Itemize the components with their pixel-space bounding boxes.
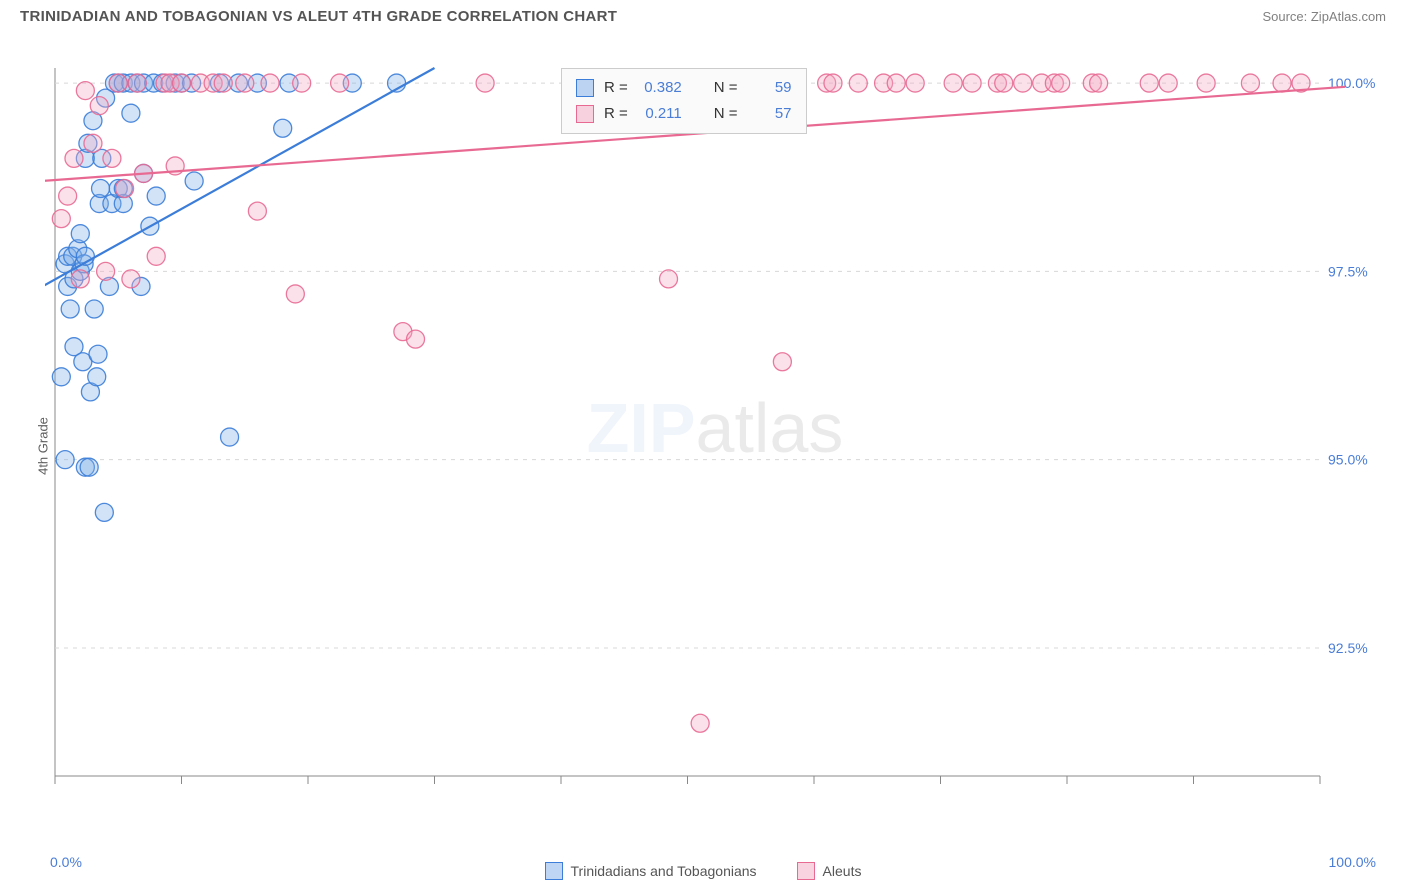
correlation-info-box: R = 0.382 N = 59 R = 0.211 N = 57 — [561, 68, 807, 134]
info-r-label: R = — [604, 75, 628, 101]
legend-item-aleut: Aleuts — [797, 862, 862, 880]
info-row: R = 0.382 N = 59 — [576, 75, 792, 101]
info-row: R = 0.211 N = 57 — [576, 101, 792, 127]
info-r-value: 0.211 — [638, 101, 682, 127]
legend-swatch-icon — [797, 862, 815, 880]
svg-text:97.5%: 97.5% — [1328, 263, 1368, 279]
legend-swatch-icon — [545, 862, 563, 880]
chart-source: Source: ZipAtlas.com — [1262, 9, 1386, 24]
chart-title: TRINIDADIAN AND TOBAGONIAN VS ALEUT 4TH … — [20, 8, 617, 25]
info-swatch-icon — [576, 79, 594, 97]
info-swatch-icon — [576, 105, 594, 123]
info-n-value: 57 — [748, 101, 792, 127]
info-n-label: N = — [714, 101, 738, 127]
info-r-value: 0.382 — [638, 75, 682, 101]
scatter-chart-svg: 100.0%97.5%95.0%92.5% — [45, 58, 1385, 798]
info-n-label: N = — [714, 75, 738, 101]
chart-legend: Trinidadians and Tobagonians Aleuts — [0, 862, 1406, 880]
chart-area: 100.0%97.5%95.0%92.5% ZIPatlas R =0.382N… — [45, 58, 1385, 798]
legend-label: Aleuts — [823, 863, 862, 879]
chart-header: TRINIDADIAN AND TOBAGONIAN VS ALEUT 4TH … — [0, 0, 1406, 35]
svg-text:95.0%: 95.0% — [1328, 452, 1368, 468]
info-n-value: 59 — [748, 75, 792, 101]
legend-item-trinidadian: Trinidadians and Tobagonians — [545, 862, 757, 880]
legend-label: Trinidadians and Tobagonians — [571, 863, 757, 879]
svg-text:92.5%: 92.5% — [1328, 640, 1368, 656]
info-r-label: R = — [604, 101, 628, 127]
